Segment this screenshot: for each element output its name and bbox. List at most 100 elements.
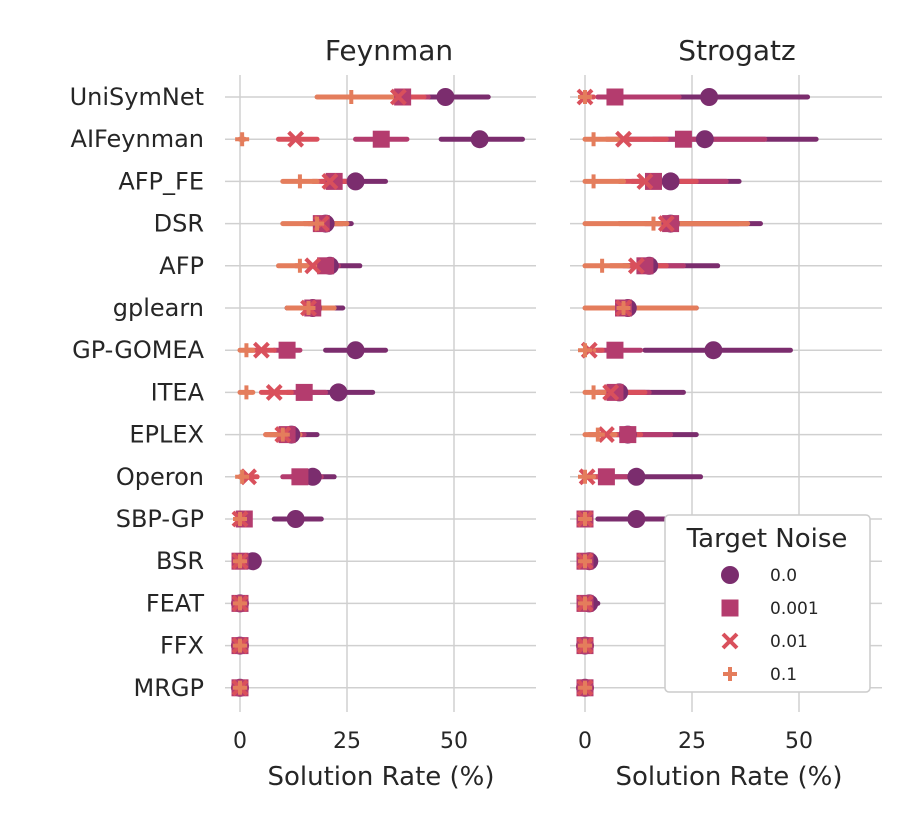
data-point	[606, 88, 624, 106]
data-point	[295, 383, 313, 401]
method-label: Operon	[116, 463, 204, 491]
legend-marker	[721, 599, 739, 617]
data-point	[627, 257, 645, 275]
data-point	[695, 130, 714, 149]
data-point	[627, 510, 646, 528]
x-tick-label: 0	[578, 729, 592, 754]
legend-marker	[721, 632, 739, 650]
method-label: FFX	[160, 632, 204, 660]
data-point	[310, 216, 325, 231]
data-point	[292, 258, 307, 273]
data-point	[704, 341, 723, 360]
legend: Target Noise 0.0 0.001 0.01 0.1	[664, 514, 871, 693]
method-label: AIFeynman	[71, 125, 204, 153]
data-point	[578, 512, 592, 526]
data-point	[317, 257, 335, 275]
legend-label: 0.001	[770, 599, 819, 619]
legend-marker	[723, 667, 737, 681]
data-point	[346, 172, 365, 191]
data-point	[233, 638, 247, 653]
panel-title: Feynman	[325, 34, 453, 67]
data-point	[627, 467, 646, 486]
data-point	[578, 554, 592, 569]
data-point	[287, 130, 305, 148]
panel-title: Strogatz	[678, 34, 795, 67]
data-point	[436, 88, 455, 106]
legend-label: 0.01	[770, 632, 808, 652]
data-point	[286, 510, 305, 528]
data-point	[586, 132, 601, 147]
data-point	[233, 554, 247, 569]
method-label: UniSymNet	[70, 83, 204, 111]
data-point	[252, 341, 270, 359]
data-point	[278, 341, 296, 359]
data-point	[265, 383, 283, 401]
method-label: AFP	[159, 252, 204, 280]
data-point	[674, 130, 692, 148]
x-tick-label: 0	[233, 729, 247, 754]
x-axis-label: Solution Rate (%)	[615, 762, 842, 792]
data-point	[646, 216, 661, 231]
method-label: EPLEX	[129, 421, 204, 449]
data-point	[578, 680, 592, 695]
data-point	[235, 469, 250, 484]
data-point	[235, 132, 250, 147]
data-point	[578, 343, 592, 358]
data-point	[233, 512, 247, 526]
data-point	[346, 341, 365, 360]
data-point	[372, 130, 390, 148]
data-point	[239, 385, 254, 400]
data-point	[301, 301, 316, 315]
data-point	[616, 301, 631, 315]
data-point	[586, 385, 601, 400]
data-point	[292, 174, 307, 189]
data-point	[602, 383, 620, 401]
x-tick-label: 25	[678, 729, 706, 754]
method-label: MRGP	[134, 674, 204, 702]
panel-feynman: Feynman 0 25 50 Solution Rate (%) UniSymNet AI…	[70, 34, 536, 792]
data-point	[606, 383, 624, 401]
data-point	[239, 343, 254, 358]
data-point	[606, 341, 624, 359]
data-point	[590, 427, 605, 442]
data-point	[619, 426, 637, 444]
legend-label: 0.1	[770, 665, 797, 685]
method-label: DSR	[154, 210, 204, 238]
data-point	[586, 174, 601, 189]
panel-strogatz: Strogatz 0 25 50 Solution Rate (%)	[570, 34, 882, 792]
method-label: AFP_FE	[118, 167, 204, 195]
x-tick-label: 50	[785, 729, 813, 754]
x-axis-label: Solution Rate (%)	[267, 762, 494, 792]
data-point	[470, 130, 489, 149]
method-label: GP-GOMEA	[72, 336, 204, 364]
method-label: FEAT	[146, 589, 205, 617]
data-point	[275, 427, 290, 442]
data-point	[700, 88, 719, 106]
legend-label: 0.0	[770, 566, 797, 586]
method-label: BSR	[156, 547, 204, 575]
data-point	[662, 215, 680, 233]
data-point	[344, 90, 359, 104]
method-label: ITEA	[151, 378, 205, 406]
legend-marker	[721, 566, 739, 584]
data-point	[325, 172, 343, 190]
x-tick-label: 25	[333, 729, 361, 754]
data-point	[578, 596, 592, 611]
data-point	[329, 383, 348, 402]
data-point	[578, 638, 592, 653]
legend-title: Target Noise	[686, 524, 848, 554]
method-label: gplearn	[113, 294, 204, 322]
data-point	[595, 258, 610, 273]
data-point	[597, 468, 615, 486]
data-point	[597, 426, 615, 444]
data-point	[578, 469, 592, 484]
data-point	[578, 90, 592, 104]
data-point	[394, 88, 412, 106]
x-tick-label: 50	[440, 729, 468, 754]
data-point	[291, 468, 309, 486]
data-point	[304, 257, 322, 275]
data-point	[615, 130, 632, 148]
legend-box	[664, 514, 871, 693]
data-point	[661, 172, 680, 191]
